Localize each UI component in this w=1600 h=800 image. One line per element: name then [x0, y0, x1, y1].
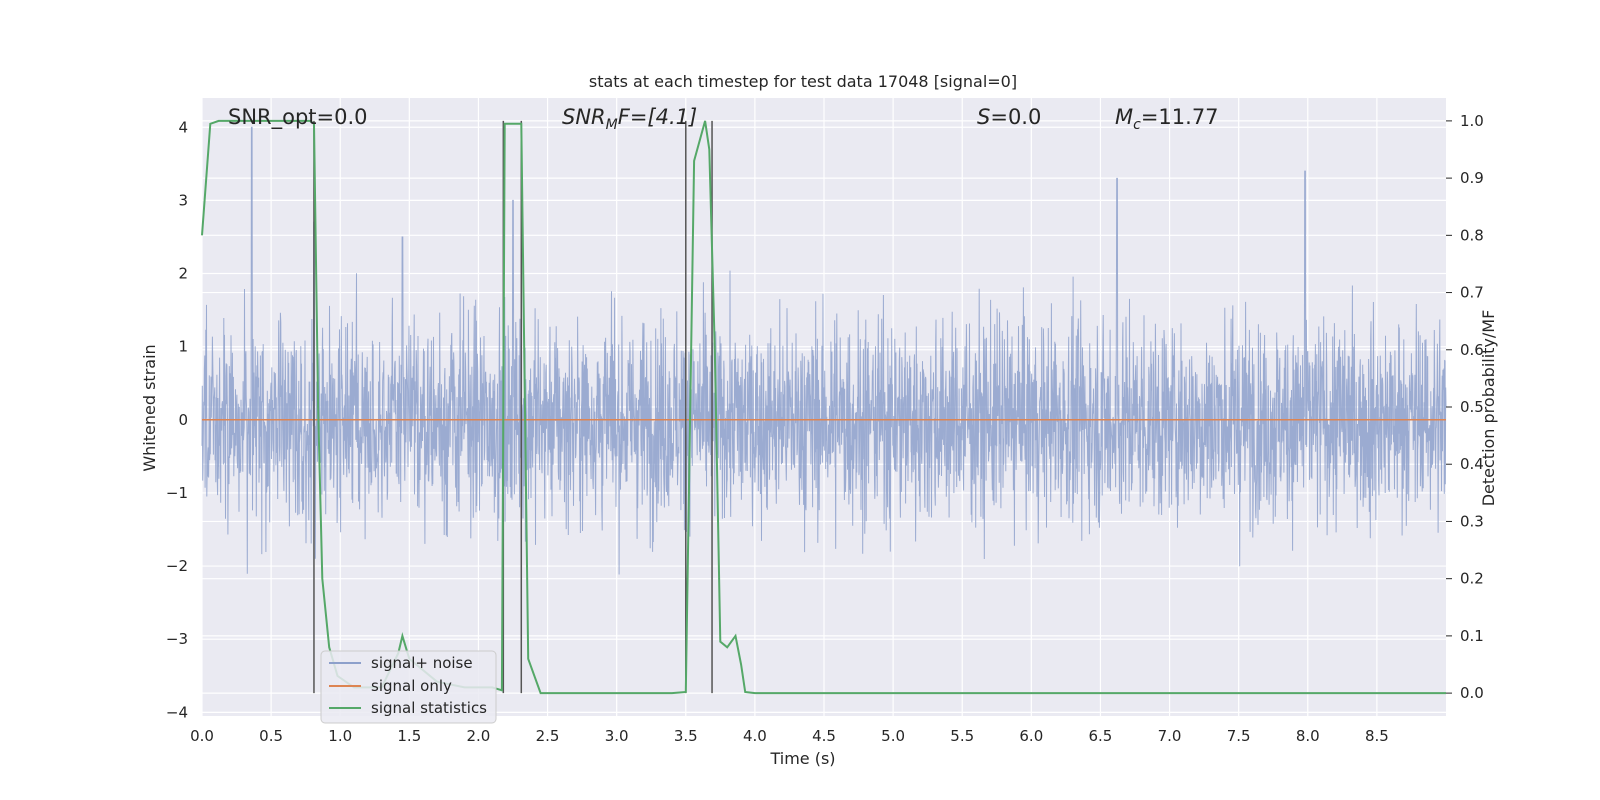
series-signal-noise — [201, 126, 1447, 575]
series-signal-statistics — [201, 119, 1446, 695]
x-tick-label: 5.5 — [950, 727, 974, 745]
x-tick-label: 7.0 — [1158, 727, 1182, 745]
y-tick-label: 1 — [178, 338, 188, 356]
x-tick-label: 8.0 — [1296, 727, 1320, 745]
y2-tick-label: 0.1 — [1460, 627, 1484, 645]
y2-tick-label: 0.0 — [1460, 684, 1484, 702]
x-tick-label: 0.5 — [259, 727, 283, 745]
x-tick-label: 5.0 — [881, 727, 905, 745]
x-tick-label: 7.5 — [1227, 727, 1251, 745]
annotation-snr-mf-sub: M — [606, 117, 618, 133]
y-tick-label: −2 — [166, 557, 188, 575]
y2-tick-label: 0.9 — [1460, 169, 1484, 187]
chart-title: stats at each timestep for test data 170… — [589, 72, 1017, 91]
y2-tick-label: 1.0 — [1460, 112, 1484, 130]
y2-axis-label: Detection probability/MF — [1479, 310, 1498, 507]
y-tick-label: 0 — [178, 411, 188, 429]
annotation-s-rest: =0.0 — [990, 105, 1041, 129]
legend: signal+ noise signal only signal statist… — [320, 650, 497, 724]
x-tick-label: 8.5 — [1365, 727, 1389, 745]
legend-label-signal-statistics: signal statistics — [371, 699, 487, 717]
x-tick-label: 0.0 — [190, 727, 214, 745]
y2-tick-label: 0.6 — [1460, 341, 1484, 359]
y2-tick-label: 0.5 — [1460, 398, 1484, 416]
legend-label-signal-noise: signal+ noise — [371, 654, 473, 672]
x-tick-label: 6.5 — [1089, 727, 1113, 745]
annotation-snr-opt: SNR_opt=0.0 — [228, 105, 368, 130]
y2-tick-label: 0.7 — [1460, 284, 1484, 302]
y2-tick-label: 0.8 — [1460, 226, 1484, 244]
x-tick-label: 2.0 — [467, 727, 491, 745]
y-tick-label: −4 — [166, 703, 188, 721]
x-tick-label: 4.5 — [812, 727, 836, 745]
x-tick-label: 2.5 — [536, 727, 560, 745]
legend-box — [320, 650, 497, 724]
annotation-snr-mf-rest: F=[4.1] — [618, 105, 697, 129]
y-tick-label: 2 — [178, 265, 188, 283]
tick-labels: 0.0 0.5 1.0 1.5 2.0 2.5 3.0 3.5 4.0 4.5 5.0 5.5 6.0 6… — [166, 112, 1484, 745]
y2-tick-label: 0.4 — [1460, 455, 1484, 473]
annotation-mc: Mc=11.77 — [1115, 105, 1219, 133]
annotation-s-main: S — [977, 105, 990, 129]
x-tick-label: 1.5 — [397, 727, 421, 745]
x-tick-label: 6.0 — [1019, 727, 1043, 745]
x-tick-label: 4.0 — [743, 727, 767, 745]
annotation-s: S=0.0 — [977, 105, 1041, 129]
y-tick-label: −3 — [166, 630, 188, 648]
y-axis-label: Whitened strain — [140, 344, 159, 471]
legend-label-signal-only: signal only — [371, 677, 452, 695]
annotation-snr-mf-main: SNR — [562, 105, 606, 129]
y2-tick-label: 0.2 — [1460, 570, 1484, 588]
signal-noise-line — [201, 126, 1447, 575]
annotation-mc-rest: =11.77 — [1141, 105, 1219, 129]
y-tick-label: −1 — [166, 484, 188, 502]
annotation-mc-main: M — [1115, 105, 1133, 129]
y2-tick-label: 0.3 — [1460, 512, 1484, 530]
annotation-mc-sub: c — [1133, 117, 1141, 133]
annotation-snr-mf: SNRMF=[4.1] — [562, 105, 697, 133]
signal-statistics-line — [201, 119, 1446, 695]
y-tick-label: 3 — [178, 191, 188, 209]
x-tick-label: 3.5 — [674, 727, 698, 745]
x-tick-label: 3.0 — [605, 727, 629, 745]
y-tick-label: 4 — [178, 118, 188, 136]
x-tick-label: 1.0 — [328, 727, 352, 745]
x-axis-label: Time (s) — [769, 749, 835, 768]
